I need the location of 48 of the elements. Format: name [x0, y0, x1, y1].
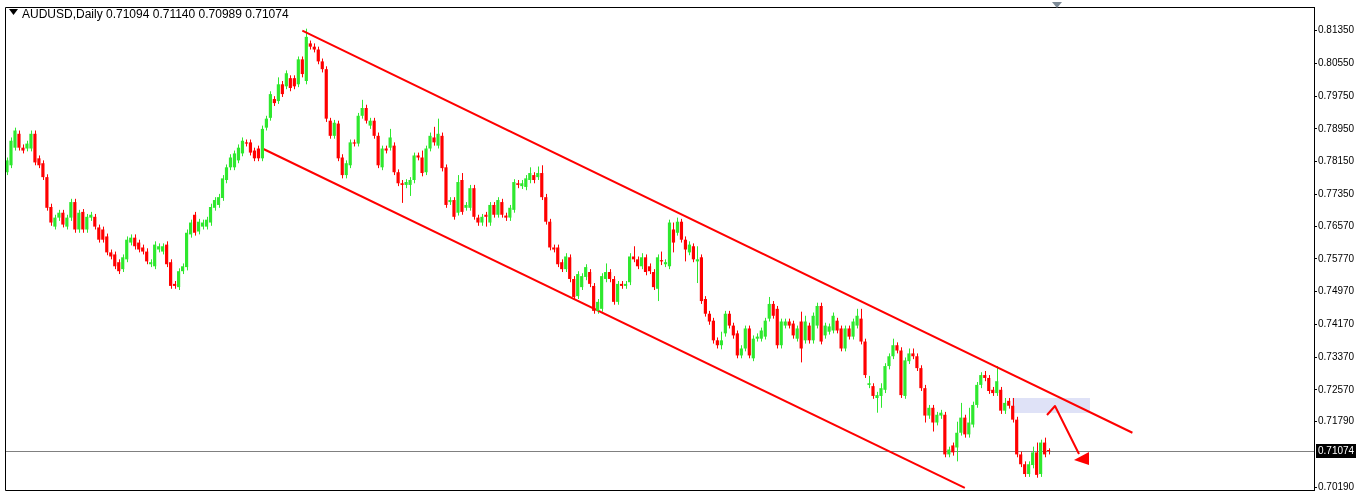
candlestick — [236, 143, 241, 164]
y-tick-label: 0.81350 — [1318, 24, 1355, 36]
candlestick — [1035, 442, 1039, 479]
candlestick — [17, 130, 21, 152]
candlestick — [803, 315, 807, 345]
candlestick — [360, 99, 364, 120]
y-tick-label: 0.73370 — [1318, 350, 1355, 362]
y-tick-label: 0.74170 — [1318, 318, 1355, 330]
candlestick — [711, 317, 715, 345]
candlestick — [751, 334, 755, 362]
candlestick — [779, 318, 783, 349]
candlestick — [380, 145, 384, 171]
candlestick — [843, 325, 847, 352]
candlestick — [300, 55, 304, 78]
y-tick-label: 0.77350 — [1318, 188, 1355, 200]
candlestick — [85, 213, 89, 234]
candlestick — [671, 222, 676, 253]
candlestick — [999, 386, 1003, 415]
candlestick — [284, 69, 288, 90]
candlestick — [723, 310, 727, 338]
candlestick — [987, 374, 991, 395]
candlestick — [208, 203, 213, 227]
y-tick-label: 0.76570 — [1318, 219, 1355, 231]
candlestick — [81, 208, 85, 234]
y-tick-label: 0.74970 — [1318, 285, 1355, 297]
candlestick — [735, 330, 739, 359]
y-tick-label: 0.70190 — [1318, 480, 1355, 492]
candlestick — [743, 325, 747, 352]
candlestick — [364, 104, 368, 125]
ref-line-label: 0.71074 — [1318, 444, 1355, 456]
y-tick-label: 0.78950 — [1318, 122, 1355, 134]
candlestick — [340, 153, 344, 179]
candlestick — [616, 280, 620, 306]
y-tick-label: 0.78150 — [1318, 155, 1355, 167]
y-tick-label: 0.75770 — [1318, 252, 1355, 264]
y-tick-label: 0.79750 — [1318, 89, 1355, 101]
candlestick — [500, 198, 504, 219]
y-tick-label: 0.71790 — [1318, 415, 1355, 427]
y-tick-label: 0.72570 — [1318, 383, 1355, 395]
candlestick — [875, 391, 879, 414]
candlestick — [763, 317, 767, 340]
chart-title: AUDUSD,Daily 0.71094 0.71140 0.70989 0.71074 — [22, 7, 289, 22]
y-tick-label: 0.80550 — [1318, 57, 1355, 69]
candlestick — [328, 117, 332, 140]
candlestick — [268, 90, 272, 122]
candlestick — [767, 296, 771, 322]
candlestick — [576, 270, 580, 300]
candlestick — [432, 126, 436, 147]
